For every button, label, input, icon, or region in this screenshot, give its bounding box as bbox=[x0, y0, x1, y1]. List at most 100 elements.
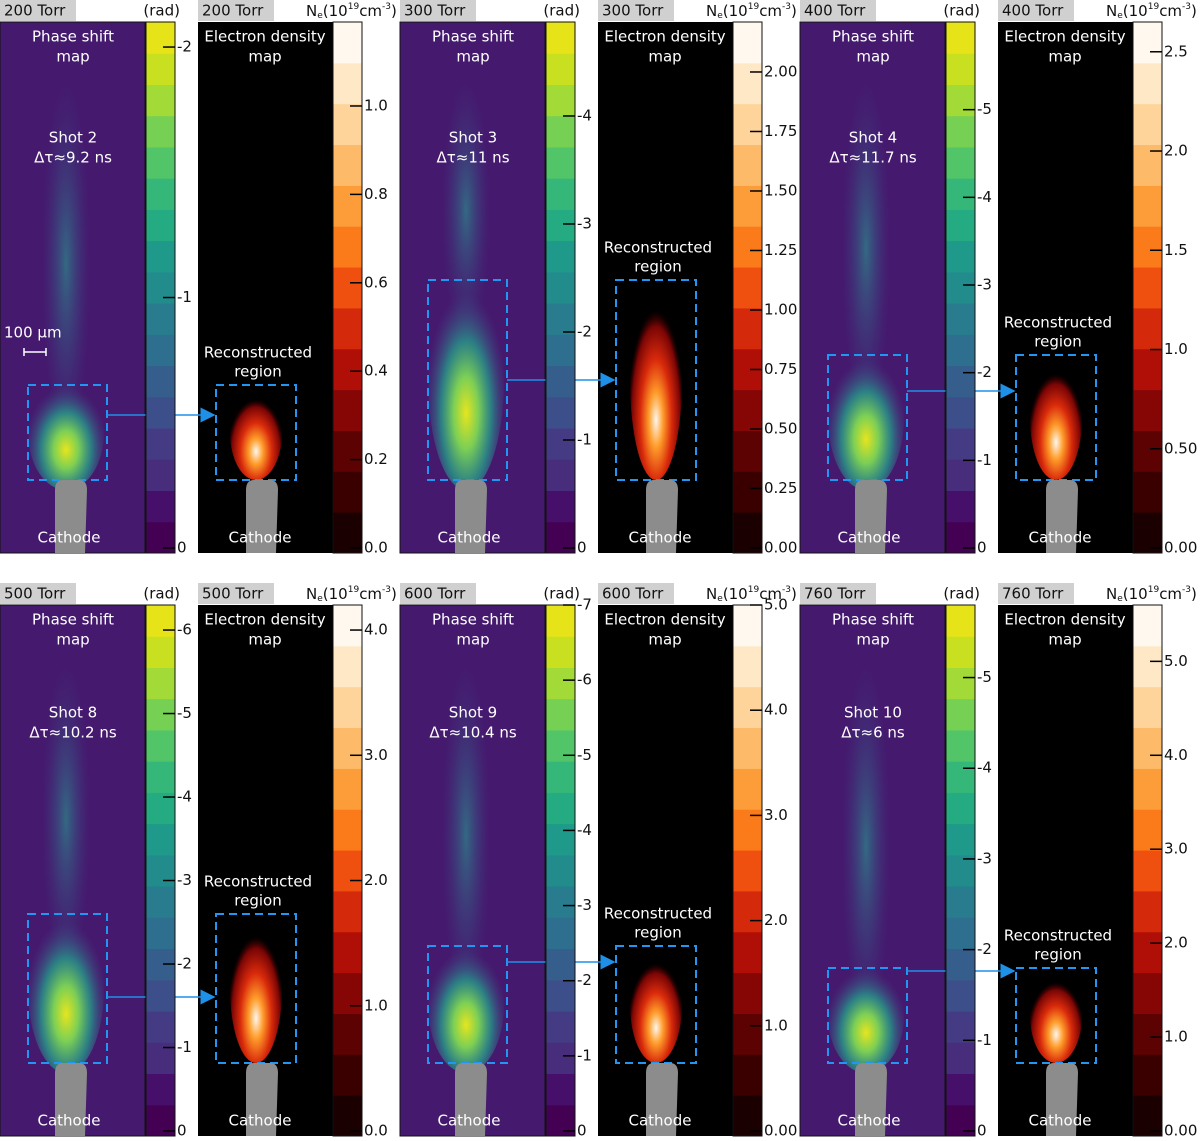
reconstruction-box bbox=[827, 354, 908, 481]
cathode-shape bbox=[855, 480, 887, 553]
cathode-label: Cathode bbox=[38, 1112, 101, 1130]
colorbar-step bbox=[1133, 768, 1162, 810]
colorbar-step bbox=[146, 428, 175, 460]
colorbar-step bbox=[733, 850, 762, 892]
colorbar-tick-label: 0.25 bbox=[764, 479, 797, 497]
colorbar-step bbox=[333, 686, 362, 729]
colorbar-step bbox=[946, 22, 975, 54]
colorbar-tick-label: 0 bbox=[577, 539, 587, 557]
density-title: map bbox=[248, 631, 281, 649]
colorbar-step bbox=[333, 226, 362, 268]
unit-part: ) bbox=[391, 2, 397, 20]
density-unit: Ne​(1019​cm-3​) bbox=[1106, 2, 1197, 21]
colorbar-step bbox=[333, 768, 362, 810]
phase-title: map bbox=[56, 631, 89, 649]
colorbar-step bbox=[146, 459, 175, 492]
colorbar-step bbox=[146, 667, 175, 700]
colorbar-step bbox=[1133, 22, 1162, 64]
phase-unit: (rad) bbox=[543, 585, 580, 603]
pressure-tag bbox=[998, 583, 1074, 604]
colorbar-step bbox=[333, 144, 362, 186]
colorbar-frame bbox=[732, 21, 763, 554]
colorbar-step bbox=[546, 1011, 575, 1043]
colorbar-tick-label: -3 bbox=[977, 849, 992, 867]
plume bbox=[630, 280, 682, 480]
shot: Shot 4 bbox=[849, 129, 897, 147]
colorbar-step bbox=[333, 645, 362, 688]
pressure: 400 Torr bbox=[804, 2, 866, 20]
colorbar-step bbox=[546, 1073, 575, 1106]
reconstruction-box bbox=[215, 913, 297, 1064]
cathode-shape bbox=[1046, 1063, 1078, 1136]
density-title: Electron density bbox=[604, 611, 725, 629]
cathode-label: Cathode bbox=[629, 529, 692, 547]
region-label: region bbox=[634, 258, 681, 276]
plume-tail bbox=[42, 665, 90, 974]
unit-part: (10 bbox=[323, 2, 348, 20]
plume bbox=[1030, 968, 1082, 1063]
pressure: 760 Torr bbox=[804, 585, 866, 603]
density-unit: Ne​(1019​cm-3​) bbox=[306, 585, 397, 604]
region-label: Reconstructed bbox=[604, 905, 712, 923]
density-title: map bbox=[648, 631, 681, 649]
colorbar-step bbox=[946, 917, 975, 950]
pressure-tag bbox=[800, 583, 876, 604]
phase-title: Phase shift bbox=[832, 28, 914, 46]
plume bbox=[828, 958, 904, 1073]
colorbar-tick-label: -6 bbox=[577, 671, 592, 689]
colorbar-frame bbox=[545, 604, 576, 1137]
colorbar-step bbox=[733, 185, 762, 227]
colorbar-tick-label: -4 bbox=[577, 821, 592, 839]
colorbar-tick-label: 5.0 bbox=[764, 596, 788, 614]
colorbar-step bbox=[146, 84, 175, 117]
colorbar-frame bbox=[945, 604, 976, 1137]
unit-part: 19 bbox=[348, 585, 360, 595]
phase-title: Phase shift bbox=[32, 28, 114, 46]
colorbar-step bbox=[546, 428, 575, 460]
colorbar-step bbox=[146, 1073, 175, 1106]
pressure-tag bbox=[198, 0, 274, 21]
colorbar-tick-label: 2.5 bbox=[1164, 42, 1188, 60]
colorbar-tick-label: 3.0 bbox=[1164, 840, 1188, 858]
colorbar-tick-label: -1 bbox=[577, 430, 592, 448]
colorbar-step bbox=[946, 209, 975, 242]
colorbar-tick-label: 1.25 bbox=[764, 241, 797, 259]
cathode-label: Cathode bbox=[229, 1112, 292, 1130]
colorbar-step bbox=[333, 605, 362, 647]
pressure: 760 Torr bbox=[1002, 585, 1064, 603]
unit-part: e bbox=[317, 594, 323, 604]
unit-part: cm bbox=[1159, 585, 1182, 603]
colorbar-step bbox=[733, 768, 762, 810]
colorbar-step bbox=[1133, 62, 1162, 105]
colorbar-step bbox=[146, 365, 175, 398]
colorbar-step bbox=[146, 334, 175, 367]
cathode-shape bbox=[455, 480, 487, 553]
colorbar-step bbox=[546, 854, 575, 887]
colorbar-step bbox=[146, 729, 175, 762]
colorbar-step bbox=[1133, 890, 1162, 933]
colorbar-step bbox=[733, 645, 762, 688]
cathode-label: Cathode bbox=[438, 529, 501, 547]
density-title: Electron density bbox=[204, 28, 325, 46]
phase-title: Phase shift bbox=[832, 611, 914, 629]
pressure-tag bbox=[400, 0, 476, 21]
colorbar-tick-label: 0.00 bbox=[764, 539, 797, 557]
pressure-tag bbox=[998, 0, 1074, 21]
colorbar-step bbox=[333, 267, 362, 309]
pressure: 300 Torr bbox=[602, 2, 664, 20]
colorbar-tick-label: -3 bbox=[577, 214, 592, 232]
colorbar-step bbox=[146, 490, 175, 523]
unit-part: ) bbox=[1191, 585, 1197, 603]
colorbar-step bbox=[546, 490, 575, 523]
colorbar-step bbox=[333, 62, 362, 105]
colorbar-step bbox=[733, 972, 762, 1014]
colorbar-step bbox=[333, 185, 362, 227]
pressure: 600 Torr bbox=[404, 585, 466, 603]
colorbar-step bbox=[546, 698, 575, 731]
colorbar-step bbox=[333, 850, 362, 892]
colorbar-step bbox=[946, 761, 975, 793]
colorbar-step bbox=[733, 22, 762, 64]
colorbar-step bbox=[546, 146, 575, 179]
colorbar-step bbox=[1133, 645, 1162, 688]
colorbar-step bbox=[946, 1042, 975, 1075]
